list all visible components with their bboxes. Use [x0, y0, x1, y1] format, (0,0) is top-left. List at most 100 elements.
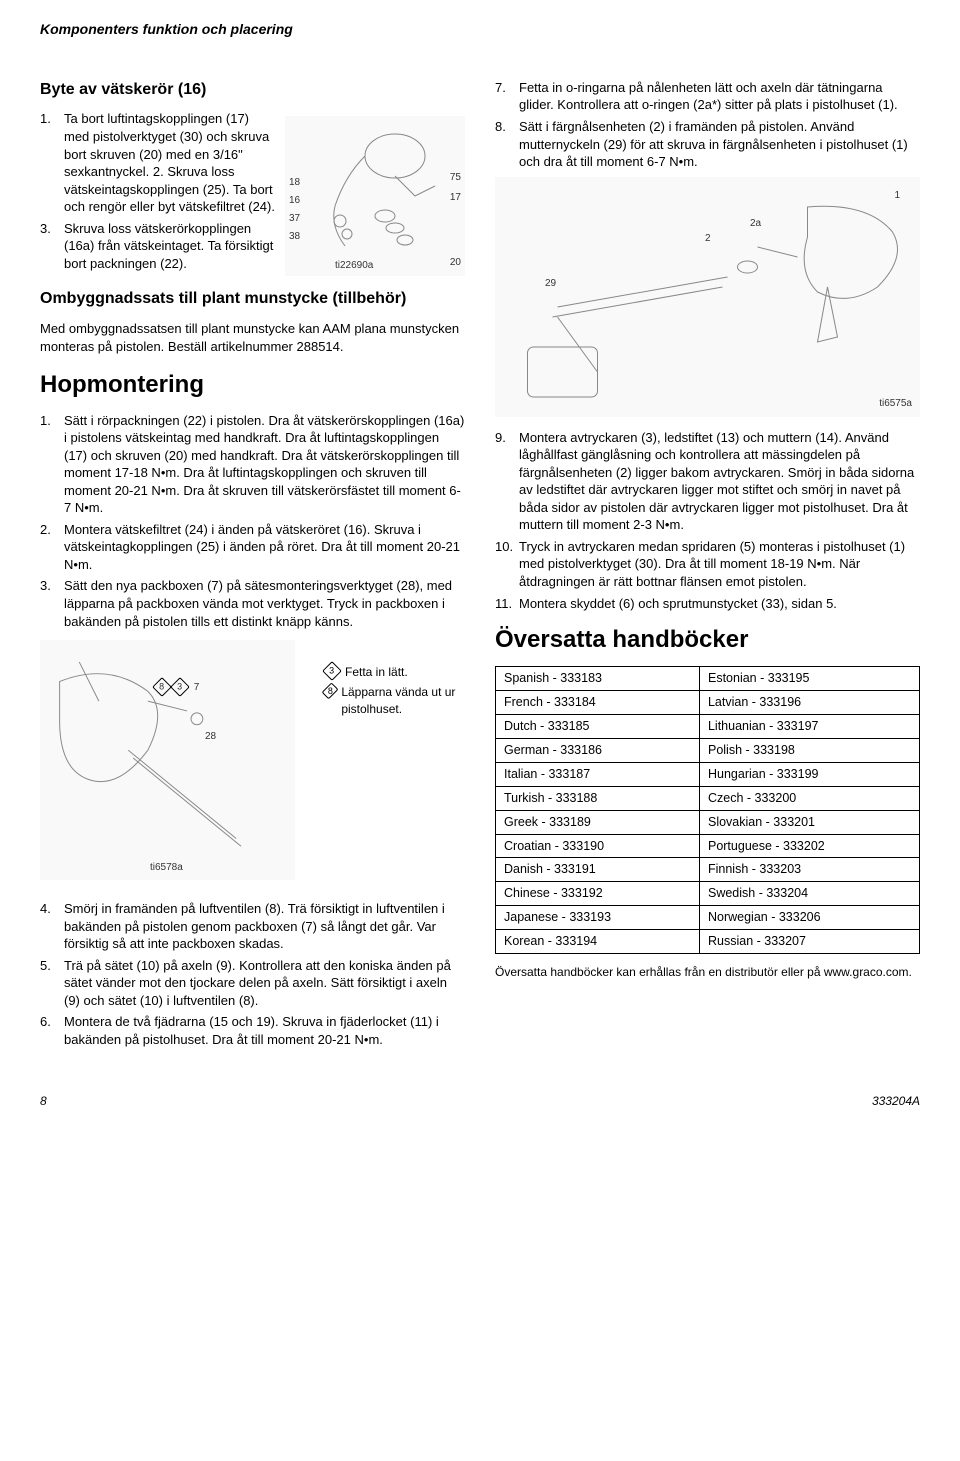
- list-num: 3.: [40, 220, 64, 273]
- fig-callout: 83 7: [155, 680, 199, 694]
- table-row: Dutch - 333185Lithuanian - 333197: [496, 715, 920, 739]
- table-row: Danish - 333191Finnish - 333203: [496, 858, 920, 882]
- list-text: Montera avtryckaren (3), ledstiftet (13)…: [519, 429, 920, 534]
- table-cell: Czech - 333200: [699, 786, 919, 810]
- list-text: Tryck in avtryckaren medan spridaren (5)…: [519, 538, 920, 591]
- table-cell: Turkish - 333188: [496, 786, 700, 810]
- heading-oversatta: Översatta handböcker: [495, 624, 920, 656]
- table-cell: Russian - 333207: [699, 930, 919, 954]
- annotation: 8Läpparna vända ut ur pistolhuset.: [325, 684, 465, 716]
- annotation: 3Fetta in lätt.: [325, 664, 465, 680]
- list-text: Ta bort luftintagskopplingen (17) med pi…: [64, 110, 277, 215]
- fig-callout: 2a: [750, 217, 761, 231]
- table-cell: Japanese - 333193: [496, 906, 700, 930]
- list-num: 5.: [40, 957, 64, 1010]
- post-table-note: Översatta handböcker kan erhållas från e…: [495, 964, 920, 980]
- list-num: 8.: [495, 118, 519, 171]
- table-row: Japanese - 333193Norwegian - 333206: [496, 906, 920, 930]
- table-cell: Italian - 333187: [496, 762, 700, 786]
- heading-hopmontering: Hopmontering: [40, 369, 465, 401]
- list-num: 11.: [495, 595, 519, 613]
- left-column: Byte av vätskerör (16) 1.Ta bort luftint…: [40, 79, 465, 1053]
- list-text: Trä på sätet (10) på axeln (9). Kontroll…: [64, 957, 465, 1010]
- figure-ti6578a: 83 7 28 ti6578a: [40, 640, 295, 880]
- fig-label: 75: [450, 171, 461, 185]
- fig-callout: 2: [705, 232, 711, 246]
- table-row: Chinese - 333192Swedish - 333204: [496, 882, 920, 906]
- list-text: Fetta in o-ringarna på nålenheten lätt o…: [519, 79, 920, 114]
- table-cell: Finnish - 333203: [699, 858, 919, 882]
- list-num: 1.: [40, 412, 64, 517]
- list-text: Sätt i färgnålsenheten (2) i framänden p…: [519, 118, 920, 171]
- right-column: 7.Fetta in o-ringarna på nålenheten lätt…: [495, 79, 920, 1053]
- fig-label: 20: [450, 256, 461, 270]
- table-cell: Portuguese - 333202: [699, 834, 919, 858]
- list-num: 6.: [40, 1013, 64, 1048]
- fig-callout: 29: [545, 277, 556, 291]
- table-cell: Swedish - 333204: [699, 882, 919, 906]
- table-cell: Norwegian - 333206: [699, 906, 919, 930]
- list-text: Skruva loss vätskerörkopplingen (16a) fr…: [64, 220, 277, 273]
- table-cell: Croatian - 333190: [496, 834, 700, 858]
- list-num: 9.: [495, 429, 519, 534]
- breadcrumb: Komponenters funktion och placering: [40, 20, 920, 39]
- list-right-a: 7.Fetta in o-ringarna på nålenheten lätt…: [495, 79, 920, 171]
- list-hopmontering-a: 1.Sätt i rörpackningen (22) i pistolen. …: [40, 412, 465, 631]
- list-text: Montera de två fjädrarna (15 och 19). Sk…: [64, 1013, 465, 1048]
- fig-label: 37: [289, 212, 300, 226]
- table-cell: German - 333186: [496, 739, 700, 763]
- table-row: Spanish - 333183Estonian - 333195: [496, 667, 920, 691]
- figure-ti6575a: 29 2 2a 1 ti6575a: [495, 177, 920, 417]
- table-cell: Greek - 333189: [496, 810, 700, 834]
- list-text: Sätt i rörpackningen (22) i pistolen. Dr…: [64, 412, 465, 517]
- para-ombygg: Med ombyggnadssatsen till plant munstyck…: [40, 320, 465, 355]
- page-footer: 8 333204A: [40, 1093, 920, 1109]
- table-cell: Polish - 333198: [699, 739, 919, 763]
- table-cell: Dutch - 333185: [496, 715, 700, 739]
- table-cell: Slovakian - 333201: [699, 810, 919, 834]
- page-number: 8: [40, 1093, 47, 1109]
- table-cell: Chinese - 333192: [496, 882, 700, 906]
- list-text: Montera skyddet (6) och sprutmunstycket …: [519, 595, 920, 613]
- fig-callout: 1: [894, 189, 900, 203]
- list-num: 4.: [40, 900, 64, 953]
- table-cell: Spanish - 333183: [496, 667, 700, 691]
- table-cell: Danish - 333191: [496, 858, 700, 882]
- table-cell: Korean - 333194: [496, 930, 700, 954]
- table-row: German - 333186Polish - 333198: [496, 739, 920, 763]
- list-right-b: 9.Montera avtryckaren (3), ledstiftet (1…: [495, 429, 920, 612]
- table-row: Turkish - 333188Czech - 333200: [496, 786, 920, 810]
- table-row: Korean - 333194Russian - 333207: [496, 930, 920, 954]
- fig-label: 16: [289, 194, 300, 208]
- doc-number: 333204A: [872, 1093, 920, 1109]
- list-num: 10.: [495, 538, 519, 591]
- heading-byte: Byte av vätskerör (16): [40, 79, 465, 101]
- list-num: 3.: [40, 577, 64, 630]
- fig-callout: 28: [205, 730, 216, 744]
- figure-ti22690a: 18 16 37 38 75 17 20 ti22690a: [285, 116, 465, 276]
- table-cell: Lithuanian - 333197: [699, 715, 919, 739]
- list-text: Smörj in framänden på luftventilen (8). …: [64, 900, 465, 953]
- manuals-table: Spanish - 333183Estonian - 333195French …: [495, 666, 920, 954]
- heading-ombygg: Ombyggnadssats till plant munstycke (til…: [40, 288, 465, 310]
- list-text: Sätt den nya packboxen (7) på sätesmonte…: [64, 577, 465, 630]
- fig-code: ti6578a: [150, 861, 183, 875]
- table-row: Croatian - 333190Portuguese - 333202: [496, 834, 920, 858]
- fig-code: ti6575a: [879, 397, 912, 411]
- table-cell: Latvian - 333196: [699, 691, 919, 715]
- list-num: 1.: [40, 110, 64, 215]
- list-num: 7.: [495, 79, 519, 114]
- list-text: Montera vätskefiltret (24) i änden på vä…: [64, 521, 465, 574]
- table-row: Greek - 333189Slovakian - 333201: [496, 810, 920, 834]
- fig-label: 17: [450, 191, 461, 205]
- list-num: 2.: [40, 521, 64, 574]
- fig-code: ti22690a: [335, 259, 373, 273]
- table-cell: French - 333184: [496, 691, 700, 715]
- table-row: Italian - 333187Hungarian - 333199: [496, 762, 920, 786]
- list-byte: 1.Ta bort luftintagskopplingen (17) med …: [40, 110, 277, 272]
- table-cell: Estonian - 333195: [699, 667, 919, 691]
- fig-label: 18: [289, 176, 300, 190]
- list-hopmontering-b: 4.Smörj in framänden på luftventilen (8)…: [40, 900, 465, 1048]
- fig-label: 38: [289, 230, 300, 244]
- table-row: French - 333184Latvian - 333196: [496, 691, 920, 715]
